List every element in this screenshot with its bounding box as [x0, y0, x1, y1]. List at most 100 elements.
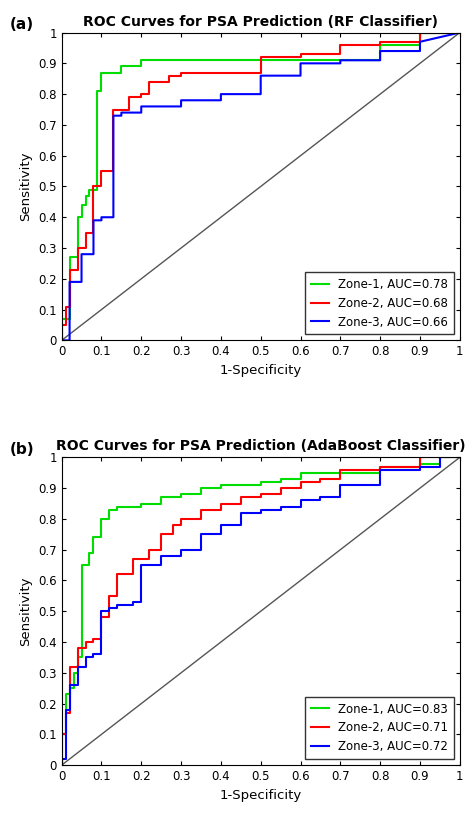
Zone-1, AUC=0.78 [298, 55, 303, 65]
Zone-2, AUC=0.68 [110, 166, 116, 176]
Zone-1, AUC=0.83 [99, 514, 104, 523]
Zone-2, AUC=0.68 [457, 28, 463, 37]
Zone-1, AUC=0.78 [82, 200, 88, 210]
Zone-1, AUC=0.83 [198, 489, 204, 499]
Zone-3, AUC=0.72 [218, 529, 224, 539]
Zone-1, AUC=0.83 [158, 492, 164, 502]
Zone-1, AUC=0.83 [278, 477, 283, 487]
Zone-3, AUC=0.66 [178, 95, 184, 105]
Zone-1, AUC=0.78 [59, 314, 64, 324]
Zone-1, AUC=0.78 [118, 62, 124, 72]
Zone-2, AUC=0.71 [417, 453, 423, 462]
Zone-3, AUC=0.72 [337, 492, 343, 502]
Zone-3, AUC=0.66 [138, 102, 144, 112]
Zone-2, AUC=0.68 [178, 71, 184, 81]
Zone-2, AUC=0.68 [377, 40, 383, 50]
Zone-3, AUC=0.66 [457, 28, 463, 37]
Zone-3, AUC=0.72 [115, 600, 120, 610]
Zone-2, AUC=0.71 [107, 612, 112, 622]
Zone-3, AUC=0.66 [91, 249, 96, 259]
Zone-3, AUC=0.72 [75, 662, 81, 672]
Zone-2, AUC=0.71 [170, 520, 176, 530]
Zone-2, AUC=0.68 [91, 182, 96, 191]
Zone-1, AUC=0.78 [82, 190, 88, 200]
Zone-1, AUC=0.83 [437, 458, 443, 468]
Zone-1, AUC=0.83 [298, 468, 303, 478]
Zone-2, AUC=0.68 [99, 182, 104, 191]
Zone-2, AUC=0.68 [178, 68, 184, 77]
Zone-3, AUC=0.66 [258, 71, 264, 81]
Zone-2, AUC=0.68 [417, 28, 423, 37]
Zone-3, AUC=0.72 [59, 754, 64, 764]
Zone-3, AUC=0.72 [318, 496, 323, 505]
Zone-3, AUC=0.72 [218, 520, 224, 530]
Title: ROC Curves for PSA Prediction (AdaBoost Classifier): ROC Curves for PSA Prediction (AdaBoost … [56, 440, 465, 453]
Zone-3, AUC=0.66 [110, 212, 116, 222]
Zone-2, AUC=0.68 [298, 49, 303, 59]
Zone-3, AUC=0.72 [178, 545, 184, 554]
Zone-1, AUC=0.83 [79, 560, 84, 570]
Zone-2, AUC=0.71 [59, 760, 64, 770]
Legend: Zone-1, AUC=0.83, Zone-2, AUC=0.71, Zone-3, AUC=0.72: Zone-1, AUC=0.83, Zone-2, AUC=0.71, Zone… [305, 697, 454, 759]
Zone-2, AUC=0.71 [99, 612, 104, 622]
Zone-3, AUC=0.72 [138, 597, 144, 607]
Zone-3, AUC=0.72 [377, 465, 383, 475]
Zone-2, AUC=0.68 [127, 105, 132, 115]
Zone-3, AUC=0.72 [437, 453, 443, 462]
Zone-3, AUC=0.66 [337, 55, 343, 65]
Zone-2, AUC=0.68 [59, 335, 64, 345]
Zone-1, AUC=0.83 [258, 480, 264, 490]
Zone-3, AUC=0.72 [258, 508, 264, 518]
Zone-3, AUC=0.66 [417, 37, 423, 46]
Zone-2, AUC=0.71 [318, 477, 323, 487]
Zone-3, AUC=0.66 [218, 95, 224, 105]
Zone-2, AUC=0.71 [298, 477, 303, 487]
Zone-1, AUC=0.83 [67, 689, 73, 699]
Zone-2, AUC=0.71 [278, 489, 283, 499]
Zone-1, AUC=0.83 [278, 474, 283, 484]
Zone-1, AUC=0.78 [298, 55, 303, 65]
Zone-1, AUC=0.83 [59, 760, 64, 770]
Zone-2, AUC=0.71 [63, 708, 68, 718]
Zone-2, AUC=0.71 [75, 643, 81, 653]
Zone-3, AUC=0.66 [417, 46, 423, 56]
Zone-2, AUC=0.71 [258, 489, 264, 499]
Zone-1, AUC=0.78 [79, 212, 84, 222]
Zone-1, AUC=0.78 [75, 252, 81, 262]
Line: Zone-3, AUC=0.72: Zone-3, AUC=0.72 [62, 457, 460, 765]
Zone-3, AUC=0.72 [107, 606, 112, 616]
Zone-3, AUC=0.66 [377, 55, 383, 65]
Zone-2, AUC=0.68 [91, 228, 96, 238]
Zone-2, AUC=0.71 [130, 554, 136, 564]
Zone-1, AUC=0.78 [138, 55, 144, 65]
Zone-2, AUC=0.71 [298, 484, 303, 493]
Zone-3, AUC=0.66 [218, 90, 224, 99]
Zone-3, AUC=0.66 [258, 90, 264, 99]
Zone-2, AUC=0.71 [218, 499, 224, 509]
Zone-1, AUC=0.83 [75, 668, 81, 678]
Zone-3, AUC=0.72 [258, 505, 264, 514]
Line: Zone-2, AUC=0.68: Zone-2, AUC=0.68 [62, 33, 460, 340]
Zone-3, AUC=0.72 [99, 650, 104, 659]
Line: Zone-3, AUC=0.66: Zone-3, AUC=0.66 [62, 33, 460, 340]
Zone-1, AUC=0.83 [178, 492, 184, 502]
Zone-1, AUC=0.78 [118, 68, 124, 77]
Zone-2, AUC=0.68 [337, 49, 343, 59]
Zone-1, AUC=0.83 [115, 505, 120, 514]
Zone-3, AUC=0.72 [63, 705, 68, 715]
Zone-3, AUC=0.72 [138, 560, 144, 570]
Zone-2, AUC=0.68 [417, 37, 423, 46]
Zone-2, AUC=0.71 [170, 529, 176, 539]
Zone-1, AUC=0.83 [417, 458, 423, 468]
Zone-2, AUC=0.71 [99, 634, 104, 644]
Zone-3, AUC=0.72 [198, 545, 204, 554]
Zone-3, AUC=0.72 [337, 480, 343, 490]
Zone-2, AUC=0.68 [298, 52, 303, 62]
Zone-1, AUC=0.78 [95, 86, 100, 96]
Zone-2, AUC=0.71 [278, 484, 283, 493]
Zone-3, AUC=0.72 [82, 653, 88, 663]
Zone-3, AUC=0.66 [79, 249, 84, 259]
Zone-2, AUC=0.68 [67, 265, 73, 274]
Zone-3, AUC=0.66 [110, 111, 116, 120]
Zone-1, AUC=0.83 [138, 501, 144, 511]
